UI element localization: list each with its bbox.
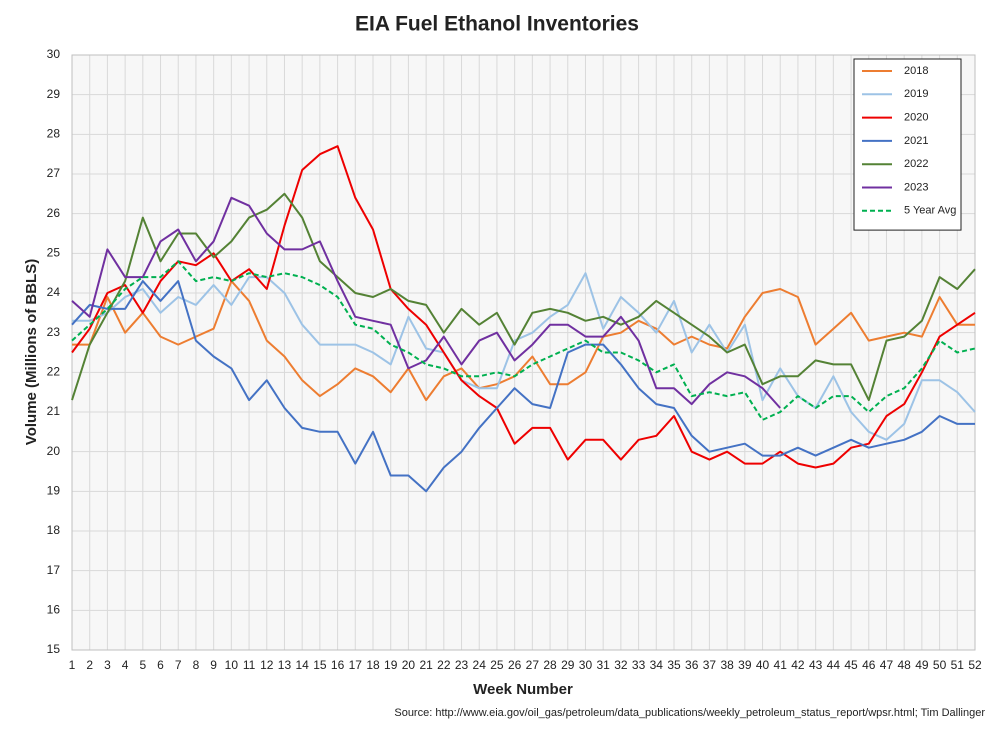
x-tick-label: 39 xyxy=(738,658,752,672)
y-tick-label: 27 xyxy=(47,166,61,180)
x-tick-label: 2 xyxy=(86,658,93,672)
x-tick-label: 4 xyxy=(122,658,129,672)
source-note: Source: http://www.eia.gov/oil_gas/petro… xyxy=(394,707,985,719)
y-tick-label: 23 xyxy=(47,325,61,339)
x-tick-label: 15 xyxy=(313,658,327,672)
x-tick-label: 44 xyxy=(827,658,841,672)
x-tick-label: 1 xyxy=(69,658,76,672)
chart-title: EIA Fuel Ethanol Inventories xyxy=(355,13,639,36)
legend-label: 2021 xyxy=(904,135,928,147)
legend-label: 2020 xyxy=(904,112,928,124)
x-tick-label: 12 xyxy=(260,658,274,672)
legend-label: 2023 xyxy=(904,181,928,193)
y-tick-label: 30 xyxy=(47,47,61,61)
x-tick-label: 23 xyxy=(455,658,469,672)
y-tick-label: 19 xyxy=(47,484,61,498)
x-tick-label: 3 xyxy=(104,658,111,672)
x-tick-label: 43 xyxy=(809,658,823,672)
legend-label: 2019 xyxy=(904,88,928,100)
x-tick-label: 34 xyxy=(650,658,664,672)
x-tick-label: 26 xyxy=(508,658,522,672)
x-tick-label: 48 xyxy=(897,658,911,672)
x-tick-label: 22 xyxy=(437,658,451,672)
x-tick-label: 36 xyxy=(685,658,699,672)
x-tick-label: 38 xyxy=(720,658,734,672)
x-tick-label: 21 xyxy=(419,658,433,672)
x-tick-label: 9 xyxy=(210,658,217,672)
y-tick-label: 15 xyxy=(47,642,61,656)
y-tick-label: 20 xyxy=(47,444,61,458)
x-tick-label: 45 xyxy=(844,658,858,672)
x-tick-label: 5 xyxy=(139,658,146,672)
y-tick-label: 21 xyxy=(47,404,61,418)
x-axis-title: Week Number xyxy=(473,681,573,698)
series-line xyxy=(71,145,976,469)
legend-box xyxy=(853,58,962,231)
x-tick-label: 8 xyxy=(193,658,200,672)
x-tick-label: 32 xyxy=(614,658,628,672)
legend-label: 2022 xyxy=(904,158,928,170)
x-tick-label: 10 xyxy=(225,658,239,672)
x-tick-label: 25 xyxy=(490,658,504,672)
x-tick-label: 47 xyxy=(880,658,894,672)
x-tick-label: 35 xyxy=(667,658,681,672)
x-tick-label: 49 xyxy=(915,658,929,672)
x-tick-label: 29 xyxy=(561,658,575,672)
y-axis-title: Volume (Millions of BBLS) xyxy=(23,259,40,445)
y-tick-label: 17 xyxy=(47,563,61,577)
series-line xyxy=(71,196,781,409)
x-tick-label: 33 xyxy=(632,658,646,672)
series-line xyxy=(71,260,976,421)
x-tick-label: 16 xyxy=(331,658,345,672)
legend-label: 5 Year Avg xyxy=(904,205,956,217)
x-tick-label: 40 xyxy=(756,658,770,672)
x-tick-label: 11 xyxy=(243,658,256,672)
x-tick-label: 6 xyxy=(157,658,164,672)
x-tick-label: 20 xyxy=(402,658,416,672)
x-tick-label: 14 xyxy=(295,658,309,672)
y-tick-label: 16 xyxy=(47,603,61,617)
x-tick-label: 37 xyxy=(703,658,717,672)
x-tick-label: 7 xyxy=(175,658,182,672)
x-tick-label: 52 xyxy=(968,658,982,672)
y-tick-label: 18 xyxy=(47,523,61,537)
x-tick-label: 13 xyxy=(278,658,292,672)
x-tick-label: 28 xyxy=(543,658,557,672)
x-tick-label: 19 xyxy=(384,658,398,672)
y-tick-label: 22 xyxy=(47,365,61,379)
x-tick-label: 41 xyxy=(774,658,788,672)
series-line xyxy=(72,272,976,441)
x-tick-label: 30 xyxy=(579,658,593,672)
x-tick-label: 31 xyxy=(596,658,610,672)
series-line xyxy=(72,280,975,402)
x-tick-label: 50 xyxy=(933,658,947,672)
y-tick-label: 26 xyxy=(47,206,61,220)
y-tick-label: 29 xyxy=(47,87,61,101)
y-tick-label: 28 xyxy=(47,127,61,141)
x-tick-label: 42 xyxy=(791,658,805,672)
x-tick-label: 18 xyxy=(366,658,380,672)
x-tick-label: 24 xyxy=(473,658,487,672)
x-tick-label: 51 xyxy=(951,658,965,672)
series-line xyxy=(71,192,976,402)
y-tick-label: 24 xyxy=(47,285,61,299)
series-line xyxy=(71,280,975,493)
legend-label: 2018 xyxy=(904,65,928,77)
y-tick-label: 25 xyxy=(47,246,61,260)
x-tick-label: 46 xyxy=(862,658,876,672)
x-tick-label: 27 xyxy=(526,658,540,672)
x-tick-label: 17 xyxy=(349,658,363,672)
